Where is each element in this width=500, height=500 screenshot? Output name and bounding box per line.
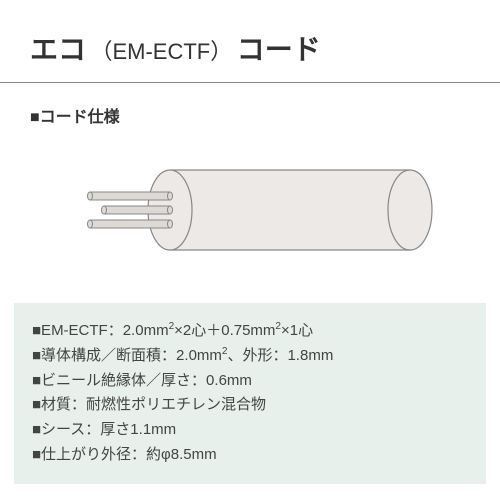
title-tail: コード — [237, 34, 321, 65]
spec-line-3: ■材質：耐燃性ポリエチレン混合物 — [32, 393, 468, 418]
spec-box: ■EM-ECTF：2.0mm2×2心＋0.75mm2×1心■導体構成／断面積：2… — [14, 303, 486, 484]
spec-line-4: ■シース：厚さ1.1mm — [32, 418, 468, 443]
section-label: ■コード仕様 — [0, 83, 500, 135]
title-main: エコ — [30, 34, 86, 65]
title-area: エコ （EM-ECTF） コード — [0, 0, 500, 83]
spec-line-2: ■ビニール絶縁体／厚さ：0.6mm — [32, 369, 468, 394]
title-paren: （EM-ECTF） — [90, 39, 232, 64]
cable-diagram — [0, 135, 500, 295]
cable-svg — [60, 155, 440, 265]
spec-line-1: ■導体構成／断面積：2.0mm2、外形：1.8mm — [32, 344, 468, 369]
spec-line-5: ■仕上がり外径：約φ8.5mm — [32, 443, 468, 468]
spec-line-0: ■EM-ECTF：2.0mm2×2心＋0.75mm2×1心 — [32, 319, 468, 344]
